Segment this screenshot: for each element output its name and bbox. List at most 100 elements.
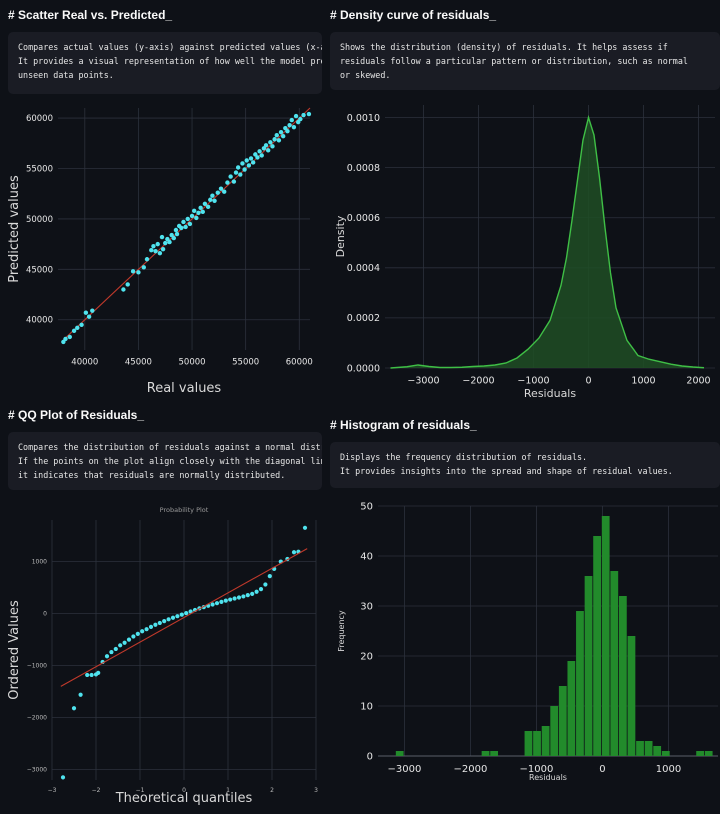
scatter-point (125, 282, 130, 287)
density-x-tick-label: 0 (585, 376, 591, 387)
hist-bar (576, 611, 584, 756)
density-x-tick-label: 1000 (631, 376, 655, 387)
qq-point (175, 614, 180, 619)
scatter-point (67, 334, 72, 340)
qq-point (223, 598, 228, 603)
scatter-point (173, 227, 179, 233)
scatter-point (144, 257, 150, 262)
scatter-point (151, 243, 156, 249)
qq-point (140, 629, 145, 634)
qq-point (89, 672, 94, 678)
hist-bar (541, 726, 550, 756)
scatter-point (218, 186, 224, 191)
qq-point (188, 609, 193, 614)
qq-point (166, 617, 171, 622)
scatter-point (235, 165, 241, 170)
hist-y-tick-label: 30 (360, 602, 373, 613)
qq-y-tick-label: −2000 (27, 715, 47, 722)
qq-y-tick-label: 0 (43, 611, 47, 618)
qq-point (148, 624, 154, 629)
hist-bar (567, 661, 576, 756)
qq-point (60, 775, 66, 780)
hist-bar (550, 706, 559, 756)
hist-bar (636, 741, 644, 756)
scatter-point (259, 153, 264, 158)
density-density-line (390, 114, 705, 369)
qq-point (245, 593, 250, 598)
qq-point (131, 634, 136, 639)
qq-chart: −3 −2 −1 0 1 2 3 −3000 −2000 −1000 0 1000 Theoretica… (7, 506, 318, 806)
qq-point (267, 574, 272, 579)
scatter-point (83, 310, 89, 315)
hist-bar (558, 686, 567, 756)
scatter-point (167, 239, 172, 245)
scatter-point (208, 197, 213, 202)
panel-qq: # QQ Plot of Residuals_ Compares the dis… (0, 400, 322, 814)
qq-point (263, 582, 268, 587)
scatter-point (141, 265, 146, 270)
qq-y-tick-label: −1000 (27, 663, 47, 670)
scatter-point (187, 221, 193, 227)
qq-y-tick-label: −3000 (27, 767, 47, 774)
density-y-tick-label: 0.0000 (347, 363, 380, 374)
hist-bar (490, 751, 499, 756)
scatter-point (198, 205, 203, 211)
qq-description: Compares the distribution of residuals a… (8, 432, 322, 490)
qq-point (78, 692, 83, 697)
qq-point (258, 587, 264, 592)
qq-point (126, 637, 132, 642)
qq-point (71, 706, 77, 711)
scatter-point (202, 201, 208, 206)
scatter-point (86, 314, 92, 319)
density-description: Shows the distribution (density) of resi… (330, 32, 720, 90)
qq-point (118, 643, 123, 648)
hist-chart: −3000 −2000 −1000 0 1000 0 10 20 30 40 50 Residuals… (337, 502, 718, 782)
hist-x-tick-label: −1000 (520, 764, 554, 775)
scatter-point (270, 144, 275, 149)
scatter-point (274, 133, 279, 138)
hist-y-tick-label: 50 (360, 502, 373, 513)
panel-hist: # Histogram of residuals_ Displays the f… (330, 410, 720, 814)
scatter-point (200, 209, 205, 215)
qq-point (219, 599, 224, 604)
scatter-point (136, 270, 141, 275)
scatter-point (79, 322, 84, 327)
scatter-x-tick-label: 50000 (179, 358, 206, 368)
qq-point (122, 640, 127, 645)
density-area-fill (390, 117, 704, 369)
qq-point (157, 620, 162, 626)
qq-point (135, 631, 140, 636)
scatter-point (265, 148, 271, 153)
density-x-tick-label: 2000 (686, 376, 710, 387)
density-x-tick-label: −1000 (517, 376, 549, 387)
scatter-point (159, 234, 165, 240)
scatter-point (189, 213, 195, 219)
scatter-point (183, 224, 188, 230)
scatter-point (246, 163, 252, 168)
scatter-y-tick-label: 50000 (26, 215, 53, 225)
qq-point (241, 594, 246, 599)
density-y-tick-label: 0.0004 (347, 263, 380, 274)
hist-bar (481, 751, 490, 756)
hist-bar (704, 751, 713, 756)
scatter-point (306, 111, 312, 117)
hist-bar (524, 731, 533, 756)
scatter-point (293, 113, 299, 119)
qq-point (162, 619, 167, 624)
qq-point (153, 622, 158, 627)
qq-reference-line (60, 548, 308, 687)
scatter-point (228, 174, 233, 179)
qq-point (85, 672, 90, 678)
scatter-point (240, 161, 245, 166)
scatter-y-tick-label: 40000 (26, 316, 53, 326)
hist-bar (584, 576, 593, 756)
qq-point (210, 602, 215, 607)
qq-x-axis-label: Theoretical quantiles (115, 791, 253, 806)
hist-y-axis-label: Frequency (337, 610, 346, 652)
scatter-point (287, 122, 292, 128)
qq-x-tick-label: 2 (270, 787, 274, 794)
qq-x-tick-label: −3 (48, 787, 57, 794)
hist-y-tick-label: 0 (367, 752, 373, 763)
scatter-point (210, 193, 215, 198)
hist-bar (533, 731, 541, 756)
